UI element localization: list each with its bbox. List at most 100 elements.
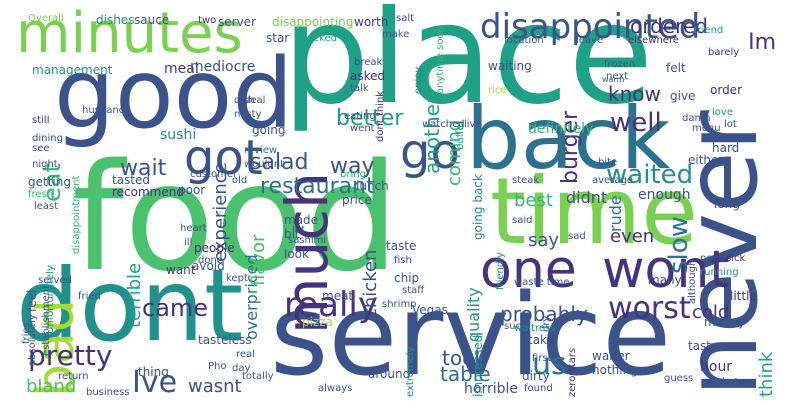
word-pho: Pho	[208, 361, 227, 372]
word-chicken: chicken	[360, 249, 381, 318]
word-sushi: sushi	[160, 127, 197, 143]
word-worth: worth	[354, 15, 389, 29]
word-service: service	[270, 271, 672, 399]
word-pizza: pizza	[302, 315, 333, 329]
word-better: better	[336, 106, 404, 131]
word-dish: dish	[234, 95, 255, 106]
word-pretty: pretty	[28, 339, 113, 372]
word-anytime-soon: anytime soon	[435, 26, 446, 94]
word-disappointing: disappointing	[272, 15, 354, 29]
word-know: know	[608, 82, 661, 106]
word-found: found	[524, 383, 553, 394]
word-heart: heart	[180, 223, 207, 234]
word-restaurant: restaurant	[260, 174, 375, 199]
word-day: day	[232, 363, 251, 374]
word-taste: taste	[386, 239, 417, 253]
word-frozen: frozen	[604, 59, 636, 70]
word-came: came	[142, 294, 209, 322]
word-enough: enough	[638, 187, 691, 203]
word-didnt: didnt	[566, 188, 608, 207]
word-business: business	[86, 387, 130, 398]
word-bring: bring	[340, 169, 366, 180]
word-warm: warm	[602, 75, 625, 84]
word-staff: staff	[402, 285, 425, 296]
word-shrimp: shrimp	[382, 299, 417, 310]
word-deal: deal	[244, 95, 266, 106]
word-even: even	[610, 226, 655, 247]
word-let: let	[292, 225, 305, 236]
word-absolutely: absolutely	[27, 314, 38, 366]
word-steak: steak	[512, 175, 540, 186]
word-kept: kept	[226, 273, 248, 284]
word-wouldnt: wouldnt	[244, 159, 285, 170]
word-worst: worst	[608, 291, 691, 326]
word-real: real	[236, 349, 255, 360]
word-minutes: minutes	[16, 4, 243, 66]
word-overall: Overall	[28, 13, 64, 24]
word-bite: bite	[598, 157, 618, 168]
word-fresh: fresh	[28, 189, 54, 200]
word-sashimi: sashimi	[288, 235, 327, 246]
word-place: place	[282, 4, 654, 135]
word-management: management	[32, 63, 113, 77]
word-menu: menu	[692, 123, 721, 134]
word-chip: chip	[394, 271, 420, 285]
word-think: think	[756, 351, 777, 397]
word-average: average	[592, 175, 633, 186]
word-running: running	[700, 267, 739, 278]
word-nasty: nasty	[234, 109, 262, 120]
word-establishment: establishment	[41, 284, 52, 356]
word-zero-stars: zero stars	[567, 347, 578, 397]
word-enjoy: enjoy	[413, 66, 424, 94]
word-make: make	[382, 29, 410, 40]
word-dishes: dishes	[96, 13, 135, 27]
word-husband: husband	[82, 105, 126, 116]
word-feel: feel	[25, 289, 39, 312]
word-table: table	[440, 362, 491, 386]
word-always: always	[318, 383, 353, 394]
word-cloud-canvas: place food service good time never back dont min…	[12, 4, 778, 399]
word-lunch: lunch	[356, 179, 389, 193]
word-damn: damn	[682, 113, 711, 124]
word-live: live	[464, 119, 482, 130]
word-sucked: sucked	[302, 33, 337, 44]
word-going: going	[252, 123, 286, 137]
word-around: around	[368, 367, 411, 381]
word-ordered: ordered	[630, 14, 708, 38]
word-review: review	[244, 145, 278, 156]
word-bit: bit	[284, 227, 300, 241]
word-watched: watched	[422, 119, 465, 130]
word-waited: waited	[606, 160, 694, 190]
word-took: took	[442, 346, 486, 370]
word-price: price	[342, 193, 372, 207]
word-money: money	[704, 315, 746, 329]
word-dirty: dirty	[522, 369, 550, 383]
word-old: old	[232, 175, 248, 186]
word-fish: fish	[394, 255, 412, 266]
word-look: look	[284, 247, 309, 261]
word-dining: dining	[32, 133, 63, 144]
word-least: least	[34, 201, 59, 212]
word-quality: quality	[464, 287, 483, 342]
word-server: server	[218, 15, 256, 29]
word-although: although	[687, 259, 698, 304]
word-poor: poor	[178, 183, 206, 197]
word-either: either	[688, 153, 724, 167]
word-one: one	[480, 240, 577, 300]
word-cold: cold	[692, 302, 730, 323]
word-need: need	[700, 253, 725, 264]
word-want: want	[166, 263, 196, 277]
word-another: another	[420, 95, 444, 174]
word-two: two	[198, 15, 217, 26]
word-mediocre: mediocre	[190, 59, 256, 75]
word-us: us	[532, 347, 567, 382]
word-going-back: going back	[471, 174, 485, 240]
word-give: give	[670, 89, 696, 103]
word-meat: meat	[322, 289, 354, 303]
word-disappointed: disappointed	[480, 7, 701, 47]
word-flavor: flavor	[248, 234, 269, 286]
word-recommend: recommend	[112, 185, 184, 199]
word-little: little	[730, 289, 757, 303]
word-said: said	[512, 215, 533, 226]
word-waste-time: waste time	[514, 277, 570, 288]
